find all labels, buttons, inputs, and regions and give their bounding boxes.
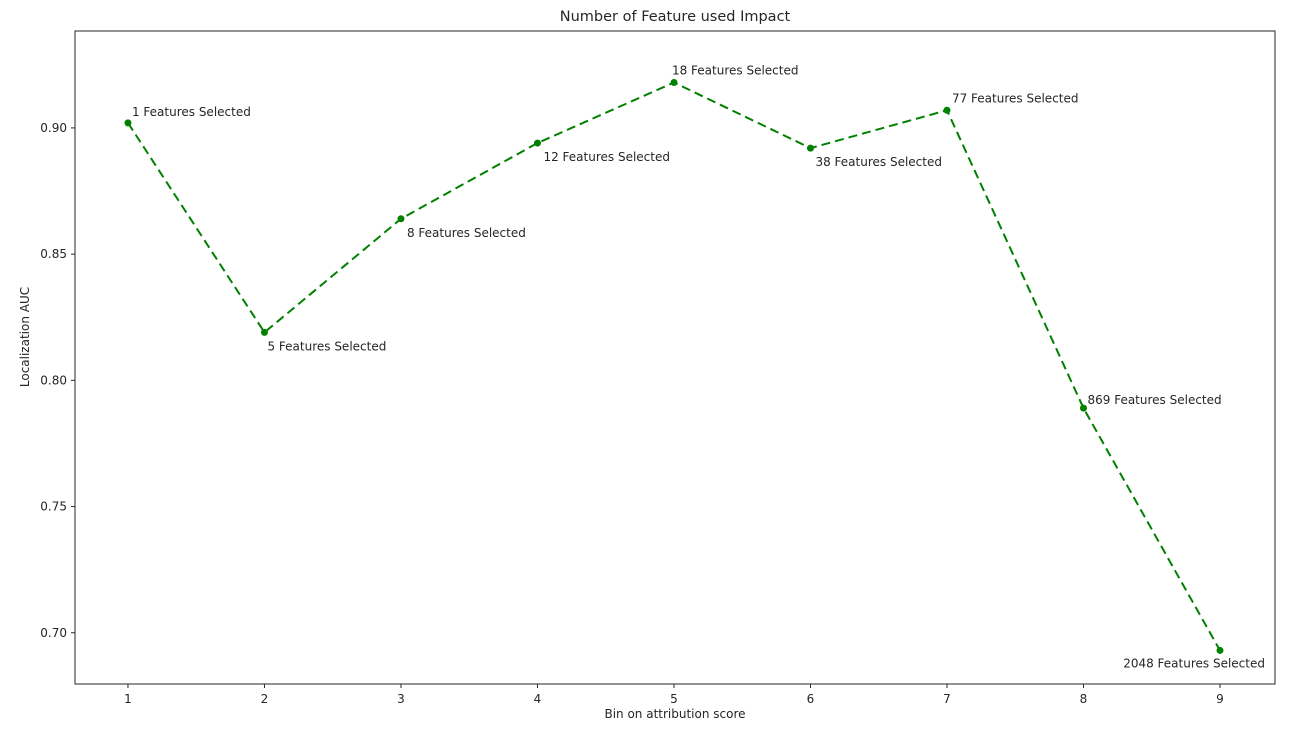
x-tick-label: 4: [534, 692, 542, 706]
annotation-label: 2048 Features Selected: [1123, 656, 1265, 670]
annotation-label: 38 Features Selected: [815, 155, 942, 169]
x-tick-label: 8: [1080, 692, 1088, 706]
y-tick-label: 0.80: [40, 373, 67, 387]
data-point: [1079, 404, 1087, 412]
x-tick-label: 9: [1216, 692, 1224, 706]
y-tick-label: 0.90: [40, 121, 67, 135]
data-point: [670, 78, 678, 86]
annotation-label: 1 Features Selected: [132, 105, 251, 119]
data-point: [1216, 646, 1224, 654]
data-point: [943, 106, 951, 114]
data-point: [124, 119, 132, 127]
axes-spines: [74, 30, 1276, 685]
x-tick-label: 5: [670, 692, 678, 706]
x-axis-label: Bin on attribution score: [604, 707, 745, 721]
y-axis-label: Localization AUC: [18, 287, 32, 387]
data-point: [260, 328, 268, 336]
annotation-label: 12 Features Selected: [543, 150, 670, 164]
y-tick-label: 0.85: [40, 247, 67, 261]
x-tick-label: 1: [124, 692, 132, 706]
x-tick-label: 7: [943, 692, 951, 706]
chart-title: Number of Feature used Impact: [560, 9, 791, 25]
x-tick-label: 3: [397, 692, 405, 706]
annotation-label: 77 Features Selected: [952, 91, 1079, 105]
annotation-label: 5 Features Selected: [267, 339, 386, 353]
y-tick-label: 0.75: [40, 500, 67, 514]
y-tick-label: 0.70: [40, 626, 67, 640]
data-point: [533, 139, 541, 147]
x-tick-label: 2: [261, 692, 269, 706]
data-line: [127, 81, 1221, 651]
data-point: [806, 144, 814, 152]
data-point: [397, 215, 405, 223]
x-tick-label: 6: [807, 692, 815, 706]
annotation-label: 18 Features Selected: [672, 63, 799, 77]
annotation-label: 8 Features Selected: [407, 226, 526, 240]
annotation-label: 869 Features Selected: [1087, 393, 1221, 407]
plot-area: 1 2 3 4 5 6 7 8 9 0.70 0.75 0.80 0.85 0.90 1 Features …: [40, 30, 1276, 706]
